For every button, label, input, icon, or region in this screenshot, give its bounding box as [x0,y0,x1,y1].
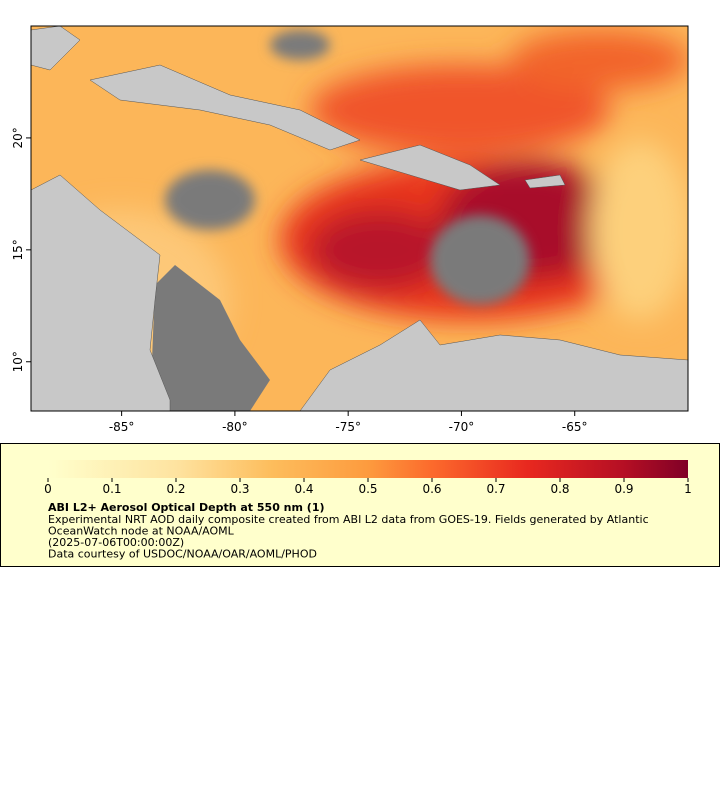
colorbar-tick-label: 0.2 [166,482,185,496]
colorbar [48,460,688,478]
colorbar-tick-label: 1 [684,482,692,496]
colorbar-tick-label: 0 [44,482,52,496]
colorbar-tick-label: 0.3 [230,482,249,496]
legend-line: Data courtesy of USDOC/NOAA/OAR/AOML/PHO… [48,548,317,561]
legend-title: ABI L2+ Aerosol Optical Depth at 550 nm … [48,501,325,514]
map-frame [30,25,689,412]
colorbar-tick-label: 0.9 [614,482,633,496]
y-tick-label: 15° [11,239,25,260]
map-image [31,26,688,411]
x-tick-label: -70° [449,420,475,434]
x-tick-label: -85° [109,420,135,434]
legend-line: (2025-07-06T00:00:00Z) [48,536,184,549]
colorbar-tick-label: 0.8 [550,482,569,496]
colorbar-tick-label: 0.1 [102,482,121,496]
y-tick-label: 20° [11,127,25,148]
colorbar-tick-label: 0.7 [486,482,505,496]
x-tick-label: -80° [222,420,248,434]
legend-line: Experimental NRT AOD daily composite cre… [48,513,649,526]
x-tick-label: -75° [335,420,361,434]
legend-line: OceanWatch node at NOAA/AOML [48,525,235,538]
colorbar-tick-label: 0.4 [294,482,313,496]
colorbar-tick-label: 0.6 [422,482,441,496]
colorbar-tick-label: 0.5 [358,482,377,496]
x-tick-label: -65° [562,420,588,434]
y-tick-label: 10° [11,351,25,372]
